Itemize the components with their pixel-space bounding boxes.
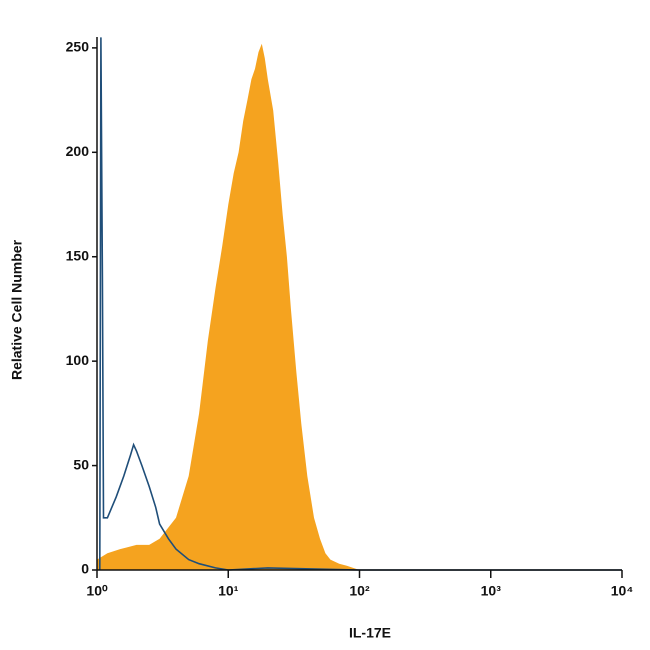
y-tick-label: 0: [81, 561, 89, 577]
y-tick-label: 50: [73, 456, 89, 472]
y-tick-label: 100: [66, 352, 90, 368]
x-tick-label: 10⁴: [611, 583, 634, 599]
histogram-outline: [99, 37, 622, 571]
y-axis-label: Relative Cell Number: [9, 239, 25, 380]
y-tick-label: 200: [66, 143, 90, 159]
histogram-area: [97, 43, 360, 570]
y-tick-label: 150: [66, 247, 90, 263]
y-tick-label: 250: [66, 39, 90, 55]
x-tick-label: 10²: [349, 583, 370, 599]
x-tick-label: 10¹: [218, 583, 239, 599]
x-axis-label: IL-17E: [349, 625, 391, 641]
x-tick-label: 10⁰: [86, 583, 108, 599]
x-tick-label: 10³: [481, 583, 502, 599]
